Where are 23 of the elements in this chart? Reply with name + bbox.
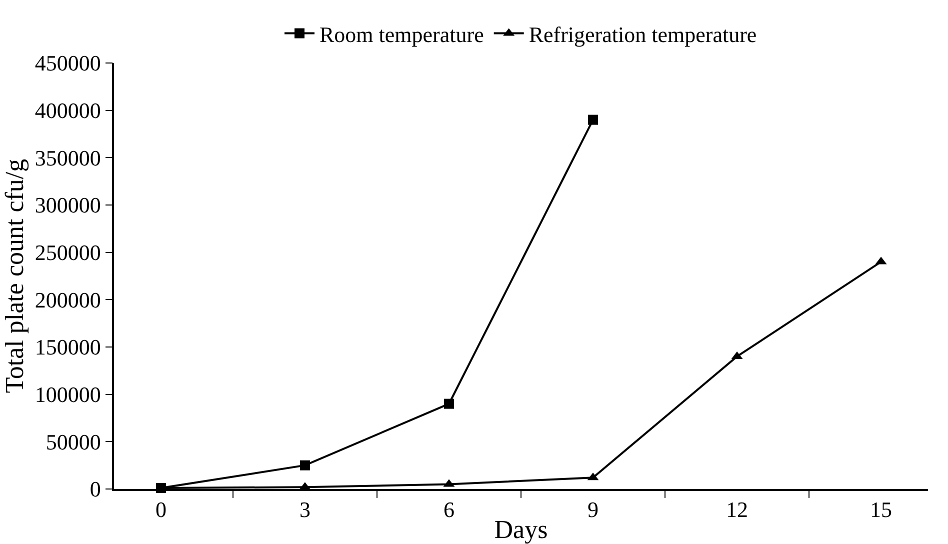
- y-tick-label: 0: [90, 476, 101, 502]
- y-tick-label: 300000: [34, 192, 101, 218]
- legend-label: Refrigeration temperature: [528, 22, 757, 47]
- point: [444, 398, 454, 409]
- x-tick-label: 15: [870, 497, 892, 522]
- x-tick-label: 9: [588, 497, 599, 522]
- x-axis-title: Days: [494, 515, 548, 544]
- x-tick-label: 0: [155, 497, 166, 522]
- y-tick-label: 200000: [34, 287, 101, 312]
- legend-label: Room temperature: [320, 22, 484, 47]
- y-tick-label: 450000: [34, 50, 101, 76]
- x-tick-label: 3: [299, 497, 310, 522]
- y-tick-label: 150000: [34, 334, 101, 360]
- x-tick-label: 6: [443, 497, 454, 522]
- y-tick-label: 100000: [34, 382, 101, 408]
- point: [300, 460, 310, 470]
- x-tick-label: 12: [726, 497, 748, 522]
- y-tick-label: 250000: [34, 240, 101, 266]
- point: [588, 114, 598, 125]
- y-tick-label: 50000: [46, 429, 101, 454]
- y-axis-title: Total plate count cfu/g: [0, 158, 29, 394]
- y-tick-label: 400000: [34, 98, 101, 124]
- y-tick-label: 350000: [34, 145, 101, 170]
